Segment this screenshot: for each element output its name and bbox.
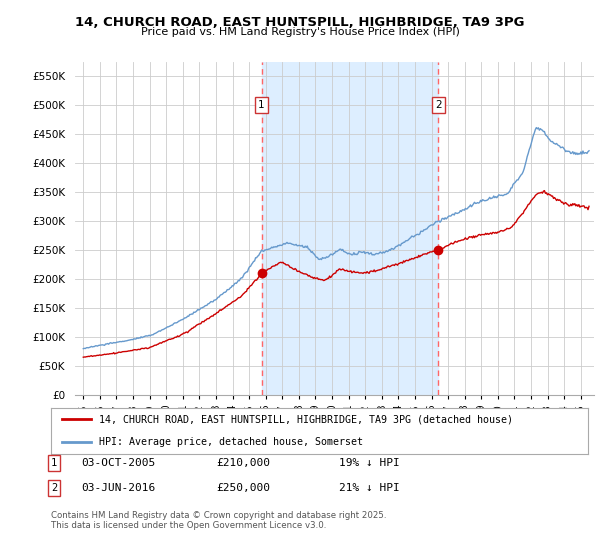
Text: 2: 2 xyxy=(435,100,442,110)
Text: £210,000: £210,000 xyxy=(216,458,270,468)
Text: 14, CHURCH ROAD, EAST HUNTSPILL, HIGHBRIDGE, TA9 3PG (detached house): 14, CHURCH ROAD, EAST HUNTSPILL, HIGHBRI… xyxy=(100,414,514,424)
Bar xyxy=(262,62,439,395)
Text: 2: 2 xyxy=(51,483,57,493)
Text: 1: 1 xyxy=(51,458,57,468)
Text: Contains HM Land Registry data © Crown copyright and database right 2025.
This d: Contains HM Land Registry data © Crown c… xyxy=(51,511,386,530)
Text: 1: 1 xyxy=(258,100,265,110)
Text: 19% ↓ HPI: 19% ↓ HPI xyxy=(339,458,400,468)
Text: HPI: Average price, detached house, Somerset: HPI: Average price, detached house, Some… xyxy=(100,437,364,447)
Text: Price paid vs. HM Land Registry's House Price Index (HPI): Price paid vs. HM Land Registry's House … xyxy=(140,27,460,37)
Text: 03-OCT-2005: 03-OCT-2005 xyxy=(81,458,155,468)
Text: 03-JUN-2016: 03-JUN-2016 xyxy=(81,483,155,493)
Text: £250,000: £250,000 xyxy=(216,483,270,493)
Text: 21% ↓ HPI: 21% ↓ HPI xyxy=(339,483,400,493)
Text: 14, CHURCH ROAD, EAST HUNTSPILL, HIGHBRIDGE, TA9 3PG: 14, CHURCH ROAD, EAST HUNTSPILL, HIGHBRI… xyxy=(75,16,525,29)
